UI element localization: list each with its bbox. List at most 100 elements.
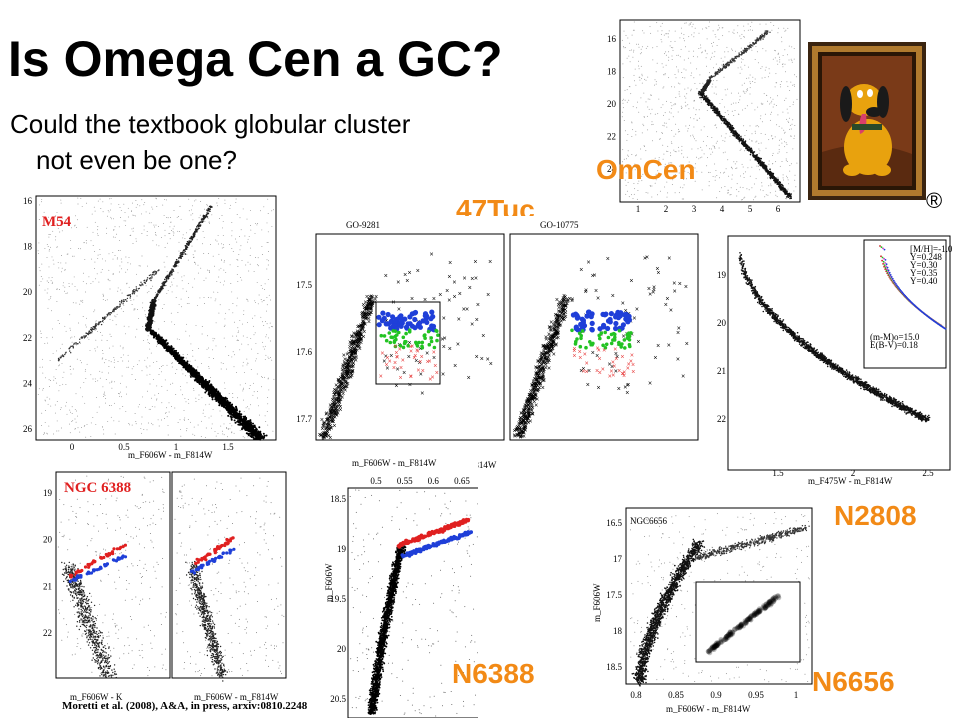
field-star-point bbox=[664, 166, 666, 168]
main-sequence-point bbox=[194, 379, 196, 382]
field-star-point bbox=[248, 408, 250, 410]
field-star-point bbox=[746, 89, 748, 91]
main-sequence-point bbox=[753, 154, 756, 157]
field-star-point bbox=[202, 243, 204, 245]
field-star-point bbox=[759, 118, 761, 120]
field-star-point bbox=[693, 77, 695, 79]
field-star-point bbox=[657, 113, 659, 115]
field-star-point bbox=[700, 99, 702, 101]
field-star-point bbox=[683, 198, 685, 200]
field-star-point bbox=[100, 332, 101, 333]
field-star-point bbox=[679, 165, 681, 167]
field-star-point bbox=[708, 171, 709, 173]
field-star-point bbox=[673, 104, 675, 106]
field-star-point bbox=[216, 280, 218, 282]
giant-branch-point bbox=[757, 39, 759, 42]
turnoff-point bbox=[703, 88, 705, 90]
main-sequence-point bbox=[719, 115, 721, 117]
field-star-point bbox=[683, 156, 685, 158]
field-star-point bbox=[701, 149, 703, 151]
field-star-point bbox=[136, 363, 138, 365]
field-star-point bbox=[122, 346, 124, 348]
field-star-point bbox=[777, 176, 779, 178]
field-star-point bbox=[783, 179, 784, 181]
field-star-point bbox=[743, 30, 745, 32]
field-star-point bbox=[169, 232, 171, 234]
field-star-point bbox=[682, 173, 683, 174]
field-star-point bbox=[121, 268, 123, 270]
main-sequence-point bbox=[771, 175, 774, 177]
field-star-point bbox=[780, 86, 782, 88]
field-star-point bbox=[211, 427, 212, 429]
giant-branch-point bbox=[722, 65, 724, 67]
field-star-point bbox=[103, 433, 105, 435]
registered-trademark-mark: ® bbox=[926, 188, 943, 213]
field-star-point bbox=[756, 140, 758, 142]
field-star-point bbox=[178, 303, 180, 305]
field-star-point bbox=[677, 82, 679, 84]
field-star-point bbox=[157, 226, 159, 227]
field-star-point bbox=[756, 165, 758, 167]
field-star-point bbox=[629, 176, 631, 178]
field-star-point bbox=[250, 404, 252, 406]
field-star-point bbox=[770, 22, 772, 23]
field-star-point bbox=[41, 412, 43, 414]
field-star-point bbox=[135, 421, 137, 422]
field-star-point bbox=[262, 341, 264, 343]
field-star-point bbox=[633, 183, 635, 184]
field-star-point bbox=[686, 93, 688, 95]
main-sequence-point bbox=[743, 141, 745, 144]
field-star-point bbox=[239, 430, 241, 432]
field-star-point bbox=[675, 103, 677, 105]
field-star-point bbox=[59, 231, 61, 233]
field-star-point bbox=[139, 205, 141, 207]
main-sequence-point bbox=[228, 412, 231, 415]
field-star-point bbox=[184, 238, 186, 239]
field-star-point bbox=[793, 138, 795, 139]
giant-branch-point bbox=[754, 42, 756, 45]
field-star-point bbox=[95, 397, 97, 399]
field-star-point bbox=[140, 427, 142, 429]
field-star-point bbox=[46, 432, 48, 434]
field-star-point bbox=[257, 223, 259, 224]
field-star-point bbox=[119, 250, 121, 252]
field-star-point bbox=[175, 394, 177, 395]
field-star-point bbox=[247, 241, 249, 243]
field-star-point bbox=[51, 336, 53, 338]
main-sequence-point bbox=[707, 104, 710, 107]
field-star-point bbox=[201, 326, 203, 327]
field-star-point bbox=[112, 258, 114, 260]
field-star-point bbox=[791, 123, 793, 125]
field-star-point bbox=[161, 402, 163, 404]
main-sequence-point bbox=[720, 114, 722, 117]
field-star-point bbox=[768, 160, 770, 162]
field-star-point bbox=[690, 174, 691, 176]
field-star-point bbox=[74, 408, 76, 410]
field-star-point bbox=[181, 306, 183, 308]
field-star-point bbox=[643, 125, 645, 127]
field-star-point bbox=[95, 321, 97, 323]
main-sequence-point bbox=[784, 190, 786, 192]
field-star-point bbox=[670, 47, 672, 48]
main-sequence-point bbox=[722, 120, 724, 122]
field-star-point bbox=[156, 198, 157, 200]
field-star-point bbox=[66, 253, 68, 255]
field-star-point bbox=[171, 281, 173, 283]
field-star-point bbox=[223, 284, 225, 286]
field-star-point bbox=[102, 352, 104, 354]
field-star-point bbox=[682, 187, 684, 189]
field-star-point bbox=[86, 317, 87, 319]
field-star-point bbox=[657, 30, 659, 32]
field-star-point bbox=[744, 150, 746, 152]
field-star-point bbox=[641, 175, 643, 177]
main-sequence-point bbox=[746, 148, 749, 151]
field-star-point bbox=[47, 307, 49, 309]
field-star-point bbox=[203, 297, 205, 299]
main-sequence-point bbox=[215, 400, 218, 402]
field-star-point bbox=[74, 418, 76, 420]
main-sequence-point bbox=[699, 93, 702, 95]
field-star-point bbox=[48, 249, 50, 251]
field-star-point bbox=[702, 82, 704, 84]
field-star-point bbox=[754, 109, 756, 111]
field-star-point bbox=[666, 169, 668, 171]
